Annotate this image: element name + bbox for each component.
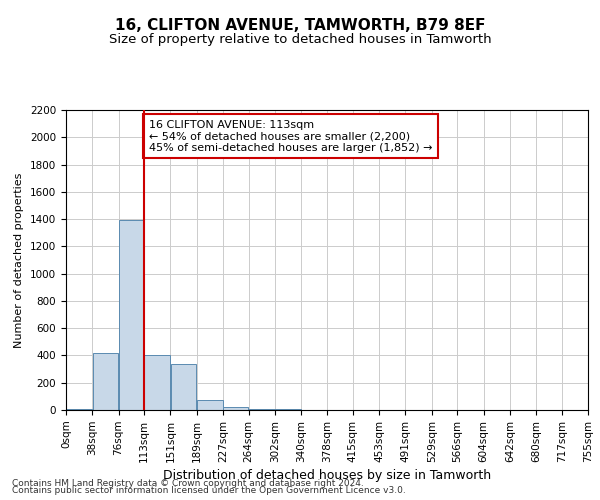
Bar <box>92 352 118 410</box>
Bar <box>66 408 92 410</box>
Bar <box>145 356 170 410</box>
Text: Size of property relative to detached houses in Tamworth: Size of property relative to detached ho… <box>109 32 491 46</box>
Y-axis label: Number of detached properties: Number of detached properties <box>14 172 25 348</box>
Text: Contains public sector information licensed under the Open Government Licence v3: Contains public sector information licen… <box>12 486 406 495</box>
Bar <box>170 364 196 410</box>
X-axis label: Distribution of detached houses by size in Tamworth: Distribution of detached houses by size … <box>163 469 491 482</box>
Bar <box>119 220 144 410</box>
Text: 16, CLIFTON AVENUE, TAMWORTH, B79 8EF: 16, CLIFTON AVENUE, TAMWORTH, B79 8EF <box>115 18 485 32</box>
Text: Contains HM Land Registry data © Crown copyright and database right 2024.: Contains HM Land Registry data © Crown c… <box>12 478 364 488</box>
Bar <box>197 400 223 410</box>
Bar <box>223 406 248 410</box>
Text: 16 CLIFTON AVENUE: 113sqm
← 54% of detached houses are smaller (2,200)
45% of se: 16 CLIFTON AVENUE: 113sqm ← 54% of detac… <box>149 120 433 152</box>
